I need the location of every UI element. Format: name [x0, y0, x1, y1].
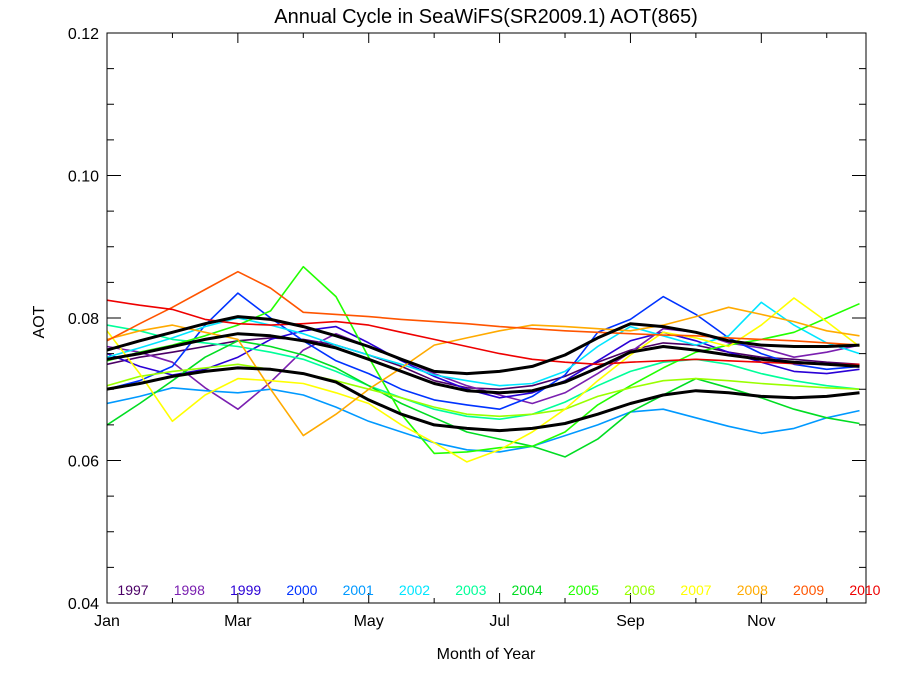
legend-entry-2001: 2001 [343, 582, 374, 598]
series-line-black-14 [107, 366, 860, 433]
y-tick-label: 0.08 [68, 311, 99, 328]
series-line-black-15 [107, 332, 860, 395]
legend-entry-2009: 2009 [793, 582, 824, 598]
series-layer [107, 265, 860, 463]
y-tick-label: 0.12 [68, 26, 99, 43]
x-axis: Jan Mar May Jul Sep Nov [94, 33, 828, 630]
x-tick-label: Mar [224, 613, 252, 630]
y-axis: 0.04 0.06 0.08 0.10 0.12 [68, 26, 866, 613]
plot-frame [106, 32, 867, 604]
legend-entry-2007: 2007 [680, 582, 711, 598]
chart-title: Annual Cycle in SeaWiFS(SR2009.1) AOT(86… [274, 6, 698, 28]
series-line-2010 [107, 299, 860, 366]
legend-entry-2008: 2008 [737, 582, 768, 598]
legend-entry-2002: 2002 [399, 582, 430, 598]
series-line-2004 [107, 339, 860, 458]
legend-entry-2006: 2006 [624, 582, 655, 598]
x-tick-label: Jul [489, 613, 509, 630]
series-line-1999 [107, 325, 860, 399]
x-tick-label: Jan [94, 613, 120, 630]
legend-entry-2005: 2005 [568, 582, 599, 598]
legend-entry-2004: 2004 [512, 582, 543, 598]
legend-entry-2000: 2000 [286, 582, 317, 598]
series-line-2003 [107, 324, 860, 421]
x-axis-label: Month of Year [437, 646, 536, 663]
x-tick-label: Nov [747, 613, 775, 630]
series-line-2006 [107, 363, 860, 418]
y-tick-label: 0.06 [68, 454, 99, 471]
series-line-2008 [107, 306, 860, 437]
series-line-2005 [107, 265, 860, 455]
legend-entry-1998: 1998 [174, 582, 205, 598]
legend-entry-2010: 2010 [849, 582, 880, 598]
y-tick-label: 0.10 [68, 169, 99, 186]
legend-entry-1997: 1997 [117, 582, 148, 598]
legend-entry-2003: 2003 [455, 582, 486, 598]
series-line-black-16 [107, 315, 860, 376]
series-line-2001 [107, 386, 860, 453]
legend-entry-1999: 1999 [230, 582, 261, 598]
y-axis-label: AOT [31, 305, 48, 338]
x-tick-label: May [354, 613, 384, 630]
legend: 1997 1998 1999 2000 2001 2002 2003 2004 2005 2006… [117, 582, 880, 598]
y-tick-label: 0.04 [68, 596, 99, 613]
x-tick-label: Sep [616, 613, 645, 630]
series-line-2009 [107, 270, 860, 346]
series-line-2002 [107, 301, 860, 387]
